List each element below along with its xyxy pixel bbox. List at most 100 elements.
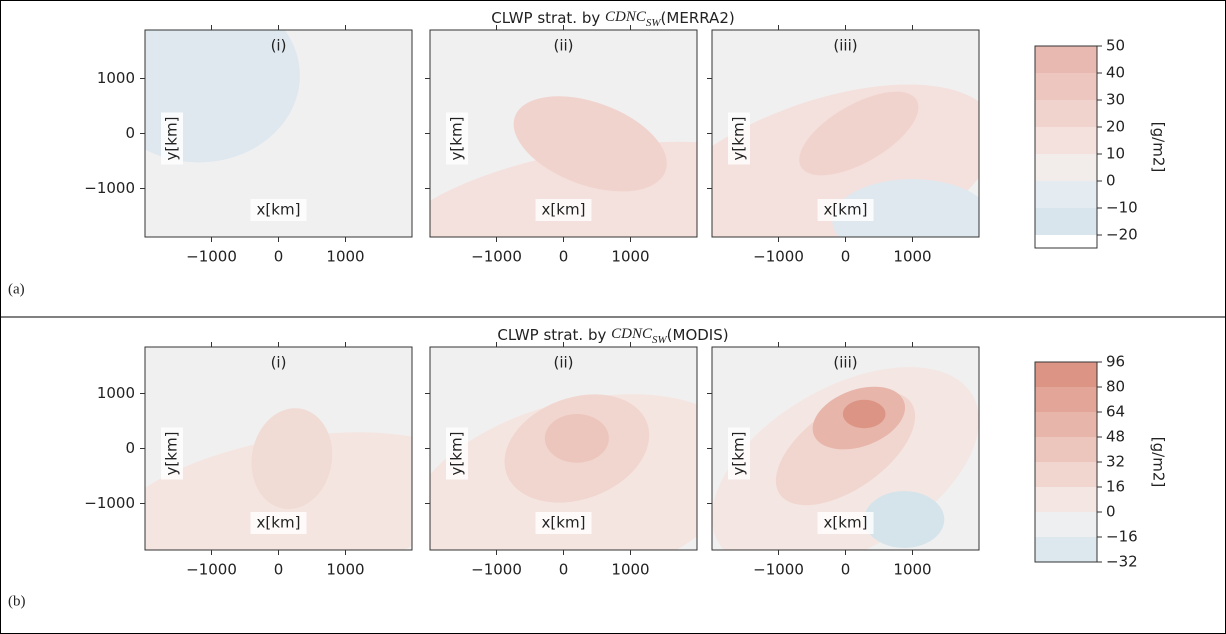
y-axis-label: y[km]	[448, 117, 466, 161]
x-axis-label: x[km]	[824, 514, 868, 532]
label-bg	[728, 427, 750, 480]
colorbar-tick-label: 40	[1106, 64, 1125, 82]
contours	[712, 367, 979, 550]
colorbar-tick-label: −10	[1106, 199, 1138, 217]
colorbar-tick-label: 20	[1106, 118, 1125, 136]
panel-label: (iii)	[833, 37, 857, 55]
title-part: (MODIS)	[667, 326, 729, 344]
title-part: CLWP strat. by	[491, 9, 605, 27]
colorbar-band	[1035, 100, 1097, 127]
title-part: SW	[652, 334, 668, 346]
panel-label: (i)	[271, 354, 287, 372]
y-tick-label: 0	[125, 124, 135, 142]
x-axis-label: x[km]	[542, 201, 586, 219]
x-tick-label: 1000	[326, 248, 364, 266]
title-part: CDNC	[611, 326, 653, 342]
colorbar-band	[1035, 127, 1097, 154]
x-tick-label: −1000	[186, 561, 237, 579]
colorbar-tick-label: 64	[1106, 403, 1125, 421]
x-tick-label: −1000	[471, 561, 522, 579]
contour-region	[145, 30, 300, 163]
label-bg	[161, 427, 183, 480]
label-bg	[535, 199, 592, 221]
x-tick-label: −1000	[753, 248, 804, 266]
y-axis-label: y[km]	[163, 432, 181, 476]
contour-region	[799, 91, 919, 176]
colorbar-tick-label: 50	[1106, 37, 1125, 55]
x-tick-label: 0	[841, 248, 851, 266]
figure-title: CLWP strat. by CDNCSW(MODIS)	[497, 326, 728, 346]
colorbar-tick-label: 10	[1106, 145, 1125, 163]
colorbar-band	[1035, 362, 1097, 387]
x-tick-label: 0	[559, 561, 569, 579]
colorbar-tick-label: 48	[1106, 428, 1125, 446]
y-axis-label: y[km]	[730, 432, 748, 476]
label-bg	[446, 427, 468, 480]
colorbar-tick-label: 0	[1106, 503, 1116, 521]
x-axis-label: x[km]	[542, 514, 586, 532]
colorbar-tick-label: −32	[1106, 553, 1138, 571]
colorbar-label: [g/m2]	[1150, 122, 1168, 172]
colorbar-band	[1035, 537, 1097, 562]
contour-region	[251, 408, 333, 510]
colorbar-band	[1035, 46, 1097, 73]
x-tick-label: −1000	[753, 561, 804, 579]
label-bg	[250, 199, 307, 221]
colorbar-tick-label: 0	[1106, 172, 1116, 190]
contour-region	[145, 432, 412, 550]
contour-region	[832, 179, 979, 237]
title-part: CLWP strat. by	[497, 326, 611, 344]
panel-label: (iii)	[833, 354, 857, 372]
x-tick-label: 0	[274, 248, 284, 266]
contour-region	[842, 399, 886, 429]
label-bg	[250, 512, 307, 534]
y-tick-label: 1000	[97, 384, 135, 402]
colorbar-tick-label: 30	[1106, 91, 1125, 109]
x-tick-label: 0	[274, 561, 284, 579]
y-tick-label: 0	[125, 439, 135, 457]
colorbar-band	[1035, 181, 1097, 208]
contours	[712, 84, 979, 237]
label-bg	[446, 112, 468, 165]
colorbar-band	[1035, 412, 1097, 437]
contour-region	[544, 413, 609, 463]
figure-title: CLWP strat. by CDNCSW(MERRA2)	[491, 9, 734, 29]
label-bg	[817, 199, 874, 221]
panel-label: (ii)	[553, 37, 573, 55]
x-tick-label: 1000	[326, 561, 364, 579]
contour-region	[513, 96, 667, 192]
colorbar-band	[1035, 387, 1097, 412]
x-tick-label: 1000	[611, 248, 649, 266]
title-part: CDNC	[605, 9, 647, 25]
colorbar-band	[1035, 512, 1097, 537]
label-bg	[817, 512, 874, 534]
y-axis-label: y[km]	[163, 117, 181, 161]
x-tick-label: 1000	[893, 248, 931, 266]
x-axis-label: x[km]	[257, 201, 301, 219]
contours	[145, 30, 300, 163]
colorbar-tick-label: 16	[1106, 478, 1125, 496]
row-label: (b)	[8, 593, 26, 609]
label-bg	[161, 112, 183, 165]
panel-label: (i)	[271, 37, 287, 55]
label-bg	[728, 112, 750, 165]
colorbar-band	[1035, 437, 1097, 462]
contours	[430, 394, 697, 550]
y-tick-label: 1000	[97, 69, 135, 87]
y-axis-label: y[km]	[448, 432, 466, 476]
colorbar-band	[1035, 462, 1097, 487]
y-axis-label: y[km]	[730, 117, 748, 161]
x-tick-label: 1000	[893, 561, 931, 579]
x-axis-label: x[km]	[824, 201, 868, 219]
title-part: SW	[646, 17, 662, 29]
colorbar-tick-label: −20	[1106, 226, 1138, 244]
y-tick-label: −1000	[84, 179, 135, 197]
x-tick-label: −1000	[186, 248, 237, 266]
x-axis-label: x[km]	[257, 514, 301, 532]
x-tick-label: 1000	[611, 561, 649, 579]
label-bg	[535, 512, 592, 534]
x-tick-label: 0	[559, 248, 569, 266]
title-part: (MERRA2)	[661, 9, 735, 27]
colorbar-band	[1035, 154, 1097, 181]
